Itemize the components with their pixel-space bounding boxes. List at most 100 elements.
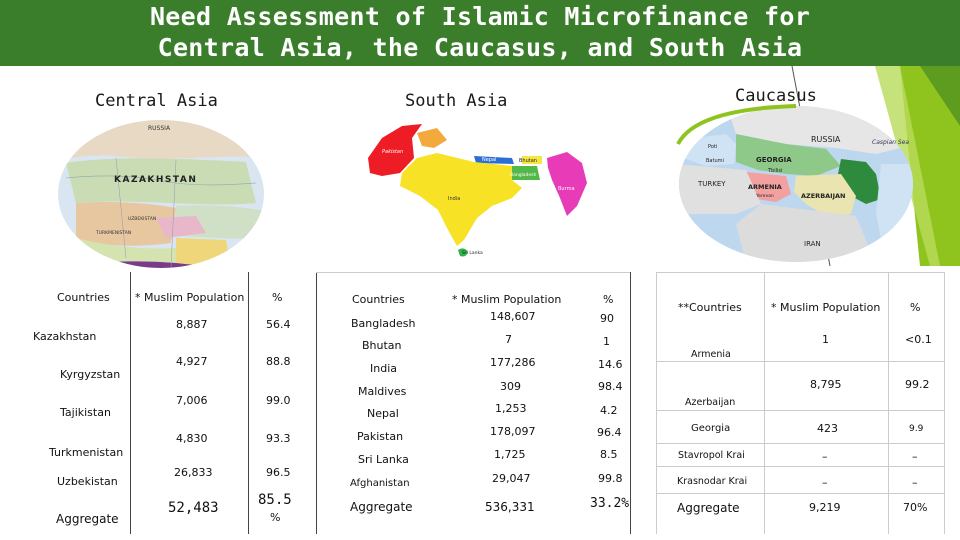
map-label-nepal: Nepal xyxy=(482,157,496,163)
sa-aggregate-pct: 33.2% xyxy=(590,496,630,511)
cc-row-population: – xyxy=(822,476,828,489)
map-label-armenia: ARMENIA xyxy=(748,183,782,191)
sa-row-country: Afghanistan xyxy=(350,478,410,489)
cc-aggregate-label: Aggregate xyxy=(677,501,740,515)
sa-row-country: Maldives xyxy=(358,385,407,398)
map-label-turkey: TURKEY xyxy=(697,180,726,188)
sa-row-country: India xyxy=(370,362,397,375)
sa-row-country: Sri Lanka xyxy=(358,453,409,466)
cc-aggregate-pct: 70% xyxy=(903,501,928,514)
sa-row-pct: 98.4 xyxy=(598,380,623,393)
cc-row-country: Georgia xyxy=(691,423,731,434)
sa-row-pct: 96.4 xyxy=(597,426,622,439)
map-label-sri-lanka: Sri Lanka xyxy=(462,250,483,256)
sa-row-population: 7 xyxy=(505,333,512,346)
map-label-turkmenistan: TURKMENISTAN xyxy=(95,230,131,236)
ca-row-population: 8,887 xyxy=(176,318,208,331)
map-label-caucasus-russia: RUSSIA xyxy=(811,135,841,144)
cc-row-pct: – xyxy=(912,450,918,463)
ca-header-countries: Countries xyxy=(57,291,110,304)
map-label-burma: Burma xyxy=(558,186,575,192)
ca-row-pct: 56.4 xyxy=(266,318,291,331)
map-label-batumi: Batumi xyxy=(706,158,724,164)
map-label-uzbekistan: UZBEKISTAN xyxy=(128,216,156,222)
ca-row-pct: 96.5 xyxy=(266,466,291,479)
map-label-bangladesh: Bangladesh xyxy=(510,172,537,178)
ca-row-country: Turkmenistan xyxy=(49,446,124,459)
cc-header-pct: % xyxy=(910,301,921,314)
cc-row-population: 8,795 xyxy=(810,378,842,391)
sa-aggregate-label: Aggregate xyxy=(350,500,413,514)
sa-row-country: Pakistan xyxy=(357,430,404,443)
ca-row-country: Kyrgyzstan xyxy=(60,368,121,381)
ca-aggregate-pct-unit: % xyxy=(270,511,281,524)
ca-aggregate-pct: 85.5 xyxy=(258,492,292,508)
ca-row-population: 26,833 xyxy=(174,466,213,479)
sa-row-pct: 1 xyxy=(603,335,610,348)
map-label-georgia: GEORGIA xyxy=(756,156,792,164)
cc-row-pct: 99.2 xyxy=(905,378,930,391)
section-title-south-asia: South Asia xyxy=(405,91,508,111)
map-label-caspian-sea: Caspian Sea xyxy=(872,139,909,146)
sa-row-pct: 14.6 xyxy=(598,358,623,371)
cc-row-pct: – xyxy=(912,476,918,489)
section-title-caucasus: Caucasus xyxy=(735,86,817,106)
central-asia-map: RUSSIA KAZAKHSTAN UZBEKISTAN TURKMENISTA… xyxy=(56,118,266,270)
ca-row-population: 4,927 xyxy=(176,355,208,368)
sa-header-countries: Countries xyxy=(352,293,405,306)
sa-row-population: 29,047 xyxy=(492,472,531,485)
sa-header-pct: % xyxy=(603,293,614,306)
ca-row-pct: 88.8 xyxy=(266,355,291,368)
south-asia-map: Pakistan Nepal Bhutan Bangladesh India B… xyxy=(362,118,602,258)
title-bar: Need Assessment of Islamic Microfinance … xyxy=(0,0,960,66)
map-label-iran: IRAN xyxy=(804,240,821,248)
cc-row-country: Krasnodar Krai xyxy=(677,476,748,487)
ca-row-pct: 99.0 xyxy=(266,394,291,407)
map-label-pakistan: Pakistan xyxy=(382,149,403,155)
sa-row-country: Bhutan xyxy=(362,339,402,352)
cc-row-country: Azerbaijan xyxy=(685,397,736,408)
map-label-yerevan: Yerevan xyxy=(755,193,774,199)
caucasus-map: RUSSIA Caspian Sea Poti GEORGIA Batumi T… xyxy=(676,104,916,264)
sa-aggregate-population: 536,331 xyxy=(485,500,535,514)
sa-row-country: Bangladesh xyxy=(351,317,416,330)
map-label-kazakhstan: KAZAKHSTAN xyxy=(114,175,197,185)
cc-header-population: * Muslim Population xyxy=(771,301,881,314)
slide-title-line2: Central Asia, the Caucasus, and South As… xyxy=(157,33,803,62)
sa-row-population: 178,097 xyxy=(490,425,536,438)
cc-row-population: 1 xyxy=(822,333,829,346)
map-label-india: India xyxy=(448,196,460,202)
sa-row-population: 1,253 xyxy=(495,402,527,415)
ca-aggregate-label: Aggregate xyxy=(56,512,119,526)
sa-row-pct: 90 xyxy=(600,312,614,325)
sa-row-population: 148,607 xyxy=(490,310,536,323)
map-label-tbilisi: Tbilisi xyxy=(767,168,782,174)
cc-header-countries: **Countries xyxy=(678,301,742,314)
sa-row-pct: 8.5 xyxy=(600,448,618,461)
slide-title-line1: Need Assessment of Islamic Microfinance … xyxy=(149,2,811,31)
cc-row-population: 423 xyxy=(817,422,838,435)
ca-row-country: Uzbekistan xyxy=(57,475,118,488)
ca-row-population: 4,830 xyxy=(176,432,208,445)
sa-row-population: 177,286 xyxy=(490,356,536,369)
map-label-azerbaijan: AZERBAIJAN xyxy=(801,192,845,200)
ca-row-population: 7,006 xyxy=(176,394,208,407)
ca-row-country: Kazakhstan xyxy=(33,330,97,343)
map-label-bhutan: Bhutan xyxy=(519,158,537,164)
ca-header-pct: % xyxy=(272,291,283,304)
cc-row-pct: 9.9 xyxy=(909,424,924,434)
ca-row-pct: 93.3 xyxy=(266,432,291,445)
sa-row-country: Nepal xyxy=(367,407,399,420)
sa-row-pct: 99.8 xyxy=(598,472,623,485)
cc-row-country: Armenia xyxy=(691,349,731,360)
ca-header-population: * Muslim Population xyxy=(135,291,245,304)
cc-row-population: – xyxy=(822,450,828,463)
ca-aggregate-population: 52,483 xyxy=(168,500,219,516)
map-label-russia: RUSSIA xyxy=(148,125,171,132)
ca-row-country: Tajikistan xyxy=(60,406,111,419)
cc-row-pct: <0.1 xyxy=(905,333,932,346)
sa-header-population: * Muslim Population xyxy=(452,293,562,306)
